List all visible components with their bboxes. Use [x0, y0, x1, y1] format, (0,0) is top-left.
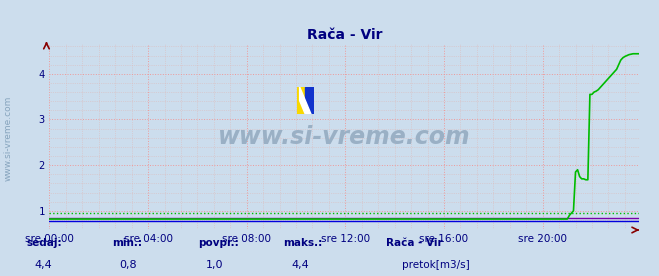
Text: www.si-vreme.com: www.si-vreme.com	[218, 125, 471, 148]
Text: povpr.:: povpr.:	[198, 238, 239, 248]
Text: www.si-vreme.com: www.si-vreme.com	[3, 95, 13, 181]
Text: 1,0: 1,0	[206, 260, 223, 270]
Text: sedaj:: sedaj:	[26, 238, 62, 248]
Bar	[305, 87, 314, 115]
Polygon shape	[300, 87, 311, 115]
Text: 4,4: 4,4	[291, 260, 308, 270]
Title: Rača - Vir: Rača - Vir	[306, 28, 382, 42]
Text: Rača - Vir: Rača - Vir	[386, 238, 442, 248]
Text: pretok[m3/s]: pretok[m3/s]	[402, 260, 470, 270]
Text: min.:: min.:	[112, 238, 142, 248]
Text: 4,4: 4,4	[34, 260, 51, 270]
Text: maks.:: maks.:	[283, 238, 323, 248]
Text: 0,8: 0,8	[120, 260, 137, 270]
